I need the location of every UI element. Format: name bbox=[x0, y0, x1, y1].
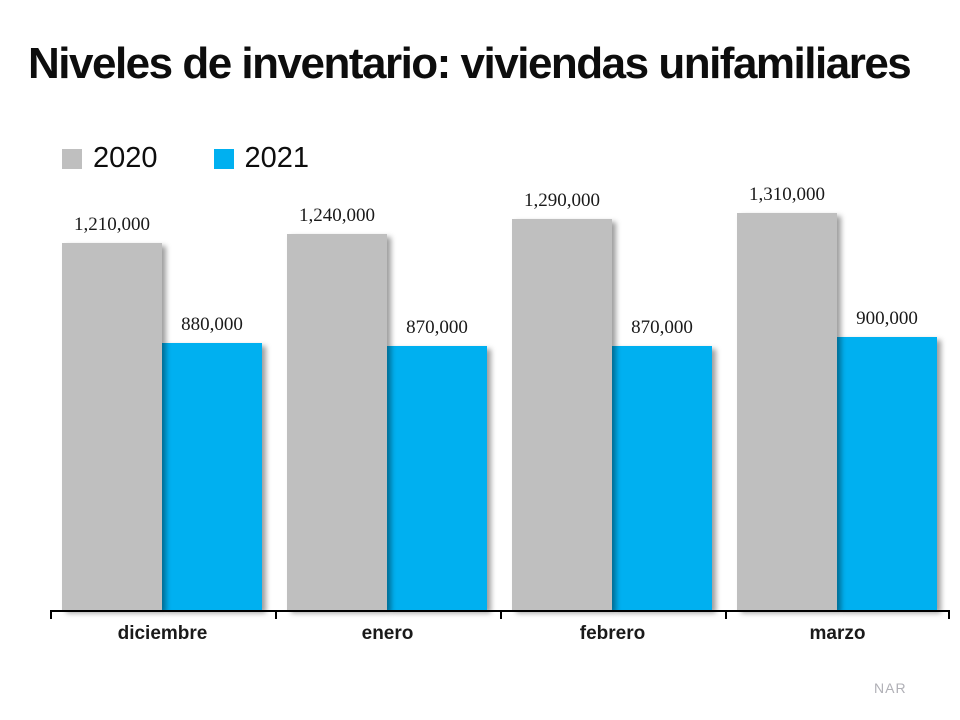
value-label-2020-diciembre: 1,210,000 bbox=[74, 214, 150, 235]
axis-tick bbox=[948, 610, 950, 619]
axis-tick bbox=[50, 610, 52, 619]
legend-swatch-2020 bbox=[62, 148, 82, 169]
category-label-marzo: marzo bbox=[809, 623, 866, 644]
axis-tick bbox=[275, 610, 277, 619]
bar-2020-enero: 1,240,000 bbox=[287, 205, 387, 610]
value-label-2020-marzo: 1,310,000 bbox=[749, 184, 825, 205]
category-label-diciembre: diciembre bbox=[117, 623, 208, 644]
bar-group-enero: 1,240,000 870,000 bbox=[275, 170, 500, 610]
bar-2020-diciembre: 1,210,000 bbox=[62, 214, 162, 610]
chart-title: Niveles de inventario: viviendas unifami… bbox=[28, 39, 912, 88]
bar-group-marzo: 1,310,000 900,000 bbox=[725, 170, 950, 610]
value-label-2021-febrero: 870,000 bbox=[631, 317, 693, 338]
legend-label-2021: 2021 bbox=[244, 142, 310, 174]
category-label-febrero: febrero bbox=[579, 623, 646, 644]
bar-2021-febrero: 870,000 bbox=[612, 317, 712, 610]
bar-group-febrero: 1,290,000 870,000 bbox=[500, 170, 725, 610]
plot-area: 1,210,000 880,000 1,240,000 870,000 1,290,00… bbox=[50, 170, 950, 619]
value-label-2021-diciembre: 880,000 bbox=[181, 314, 243, 335]
legend-item-2021: 2021 bbox=[213, 142, 310, 174]
legend-swatch-2021 bbox=[213, 148, 234, 169]
bar-2020-febrero: 1,290,000 bbox=[512, 190, 612, 610]
value-label-2021-marzo: 900,000 bbox=[856, 308, 918, 329]
value-label-2020-enero: 1,240,000 bbox=[299, 205, 375, 226]
legend: 2020 2021 bbox=[62, 144, 309, 173]
axis-tick bbox=[725, 610, 727, 619]
legend-label-2020: 2020 bbox=[93, 142, 158, 174]
nar-watermark: NAR bbox=[874, 680, 907, 696]
bar-2021-marzo: 900,000 bbox=[837, 308, 937, 610]
legend-item-2020: 2020 bbox=[62, 144, 158, 173]
bar-2021-diciembre: 880,000 bbox=[162, 314, 262, 610]
category-label-enero: enero bbox=[361, 623, 414, 644]
value-label-2021-enero: 870,000 bbox=[406, 317, 468, 338]
x-axis-labels: diciembre enero febrero marzo bbox=[50, 623, 950, 645]
value-label-2020-febrero: 1,290,000 bbox=[524, 190, 600, 211]
bar-2020-marzo: 1,310,000 bbox=[737, 184, 837, 610]
bar-group-diciembre: 1,210,000 880,000 bbox=[50, 170, 275, 610]
bar-2021-enero: 870,000 bbox=[387, 317, 487, 610]
axis-tick bbox=[500, 610, 502, 619]
